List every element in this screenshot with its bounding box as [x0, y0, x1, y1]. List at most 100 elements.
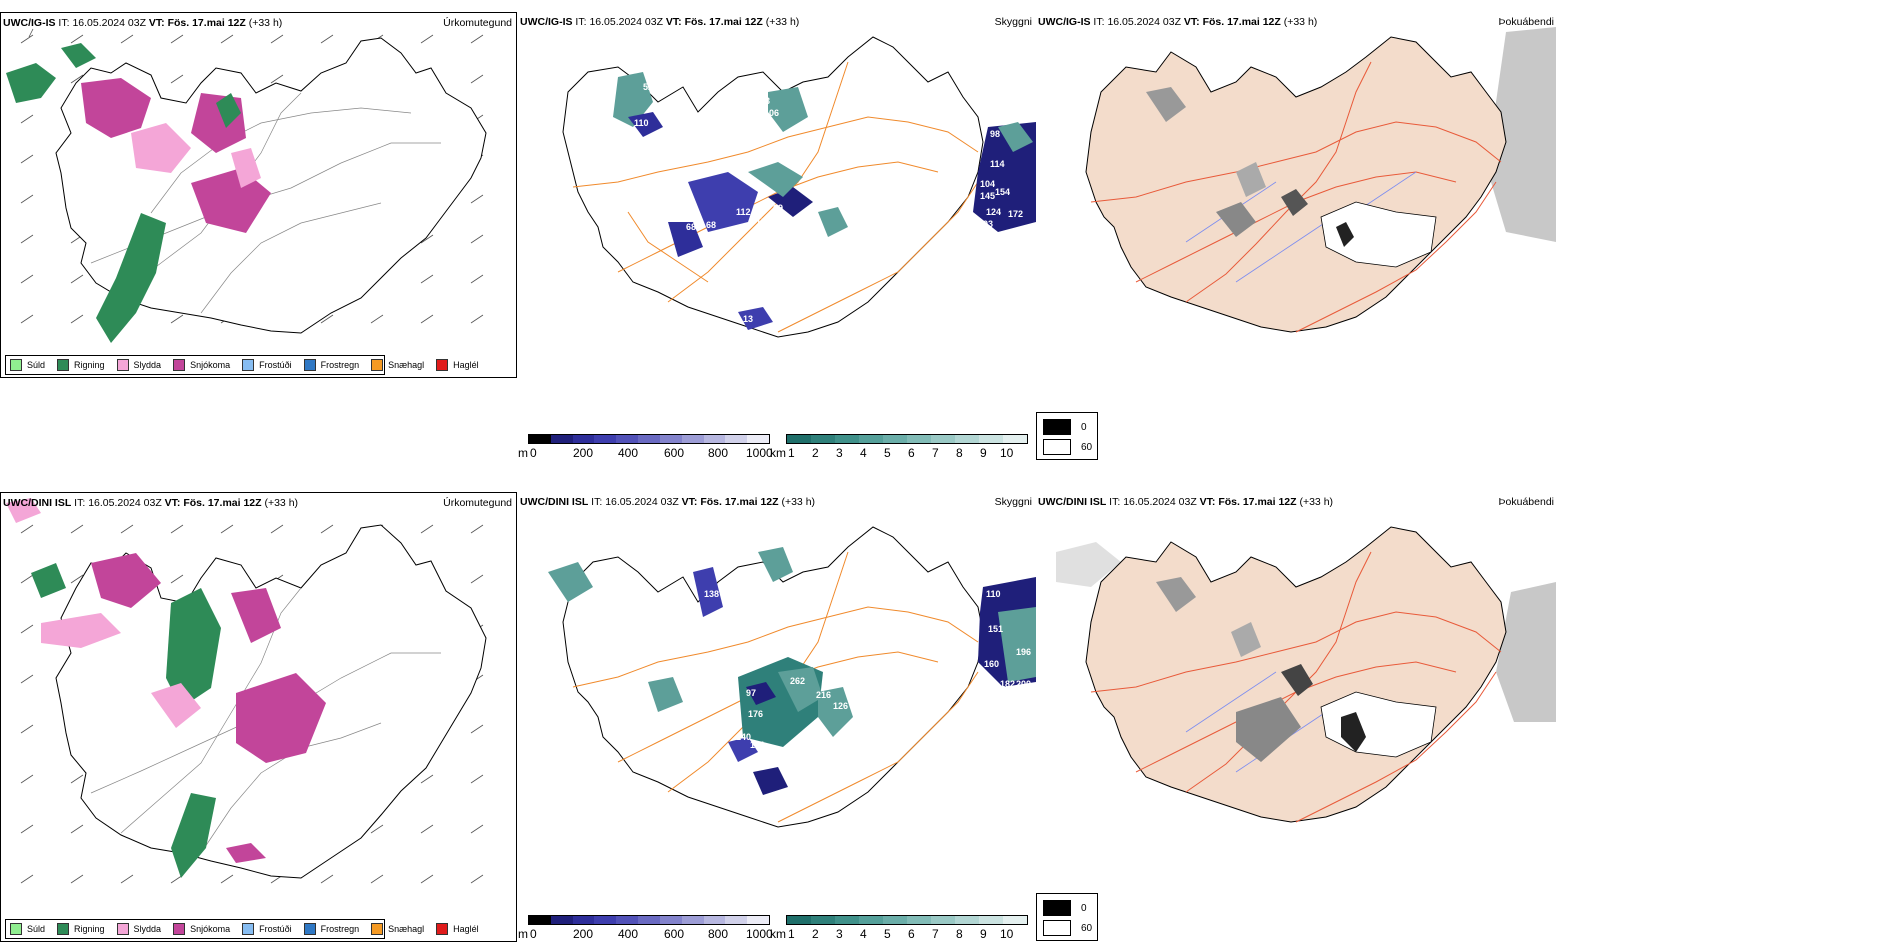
- lead-time: (+33 h): [248, 17, 283, 29]
- map-title: UWC/IG-IS IT: 16.05.2024 03Z VT: Fös. 17…: [520, 16, 799, 28]
- cloud-label: 140: [736, 732, 751, 742]
- it-label: IT:: [591, 496, 603, 508]
- cloud-label: 103: [978, 219, 993, 229]
- colorbar-cell: [659, 435, 682, 443]
- colorbar-strip: [786, 434, 1028, 444]
- fog-field: [1156, 577, 1437, 762]
- tick-label: 200: [573, 927, 594, 941]
- cloud-label: 50: [743, 797, 753, 807]
- cloud-label: 262: [790, 676, 805, 686]
- lead-time: (+33 h): [781, 496, 816, 508]
- cloud-label: 112: [736, 207, 751, 217]
- colorbar-cell: [907, 916, 931, 924]
- legend-label: Frostúði: [259, 360, 292, 370]
- fog-legend-label: 0: [1081, 421, 1087, 433]
- lead-time: (+33 h): [264, 497, 299, 509]
- road-network: [572, 61, 979, 333]
- legend-label: Haglél: [453, 360, 479, 370]
- colorbar-cell: [616, 435, 639, 443]
- fog-legend-label: 60: [1081, 922, 1093, 934]
- map-title: UWC/DINI ISL IT: 16.05.2024 03Z VT: Fös.…: [520, 496, 815, 508]
- colorbar-cell: [725, 435, 748, 443]
- legend-item: Súld: [10, 359, 45, 371]
- cloud-label: 77: [763, 797, 773, 807]
- colorbar-cell: [979, 435, 1003, 443]
- legend-item: Slydda: [116, 359, 161, 371]
- fog-swatch: [1043, 419, 1071, 435]
- tick-label: 4: [860, 446, 867, 460]
- legend-swatch: [303, 359, 316, 371]
- vt-value: Fös. 17.mai 12Z: [1202, 16, 1281, 28]
- legend-swatch: [10, 359, 22, 371]
- cloud-label: 106: [764, 108, 779, 118]
- iceland-land: [1085, 36, 1507, 333]
- cloud-label: 114: [990, 159, 1005, 169]
- tick-label: 600: [664, 927, 685, 941]
- tick-label: 400: [618, 927, 639, 941]
- fog-legend-item: 60: [1043, 920, 1092, 936]
- cloud-base-colorbar-row1: m 0 200 400 600 800 1000: [518, 434, 773, 462]
- colorbar-cell: [787, 916, 811, 924]
- fog-field: [1146, 87, 1437, 268]
- vt-value: Fös. 17.mai 12Z: [167, 17, 246, 29]
- cloud-label: 160: [984, 659, 999, 669]
- model-name: UWC/IG-IS: [520, 16, 573, 28]
- legend-swatch: [303, 923, 316, 935]
- colorbar-cell: [572, 916, 595, 924]
- legend-swatch: [371, 923, 384, 935]
- cloud-base-colorbar-row2: m 0 200 400 600 800 1000: [518, 915, 773, 943]
- cloud-label: 98: [990, 129, 1000, 139]
- fog-field-offshore: [1496, 582, 1556, 722]
- tick-label: 8: [956, 927, 963, 941]
- cloud-label: 104: [761, 637, 776, 647]
- legend-item: Haglél: [436, 923, 479, 935]
- cloud-label: 124: [986, 207, 1001, 217]
- legend-item: Snæhagl: [371, 923, 424, 935]
- fog-legend-item: 0: [1043, 900, 1087, 916]
- iceland-outline: [55, 37, 487, 334]
- colorbar-cell: [859, 435, 883, 443]
- cloud-label: 58: [681, 669, 691, 679]
- cloud-field: [548, 547, 1036, 795]
- colorbar-unit: m: [518, 446, 528, 460]
- cloud-label: 216: [816, 690, 831, 700]
- cloud-labels: 110 151 196 160 182 200 97 262 216 126 1…: [636, 589, 1031, 807]
- it-label: IT:: [1093, 16, 1105, 28]
- vt-label: VT:: [1183, 16, 1200, 28]
- cloud-label: 160: [726, 228, 741, 238]
- legend-label: Snjókoma: [190, 924, 231, 934]
- tick-label: 3: [836, 446, 843, 460]
- product-label: Skyggni: [994, 496, 1032, 508]
- legend-label: Slydda: [133, 924, 162, 934]
- model-name: UWC/DINI ISL: [3, 497, 72, 509]
- colorbar-unit: km: [770, 927, 786, 941]
- tick-label: 10: [1000, 927, 1014, 941]
- legend-swatch: [436, 359, 449, 371]
- tick-label: 1: [788, 446, 795, 460]
- cloud-map-row1: 98 114 154 104 145 124 172 103 69 159 16…: [562, 36, 1036, 338]
- cloud-label: 104: [980, 179, 995, 189]
- fog-map-row1: [1085, 27, 1556, 333]
- legend-swatch: [173, 923, 186, 935]
- cloud-field: [613, 72, 1036, 330]
- it-value: 16.05.2024 03Z: [88, 497, 162, 509]
- tick-label: 9: [980, 927, 987, 941]
- fog-swatch: [1043, 900, 1071, 916]
- cloud-label: 154: [995, 187, 1010, 197]
- precip-field: [6, 498, 326, 878]
- colorbar-cell: [1003, 916, 1027, 924]
- cloud-label: 40: [661, 257, 671, 267]
- colorbar-cell: [883, 916, 907, 924]
- precip-legend: Súld Rigning Slydda Snjókoma Frostúði Fr…: [5, 355, 479, 375]
- fog-field-offshore: [1491, 27, 1556, 242]
- it-label: IT:: [74, 497, 86, 509]
- colorbar-cell: [703, 435, 726, 443]
- fog-panel-row1: UWC/IG-IS IT: 16.05.2024 03Z VT: Fös. 17…: [1036, 12, 1556, 378]
- colorbar-cell: [550, 916, 573, 924]
- legend-item: Rigning: [57, 923, 105, 935]
- precip-map-row1: [6, 28, 487, 343]
- tick-label: 6: [908, 927, 915, 941]
- cloud-label: 110: [634, 118, 649, 128]
- colorbar-cell: [659, 916, 682, 924]
- fog-swatch: [1043, 439, 1071, 455]
